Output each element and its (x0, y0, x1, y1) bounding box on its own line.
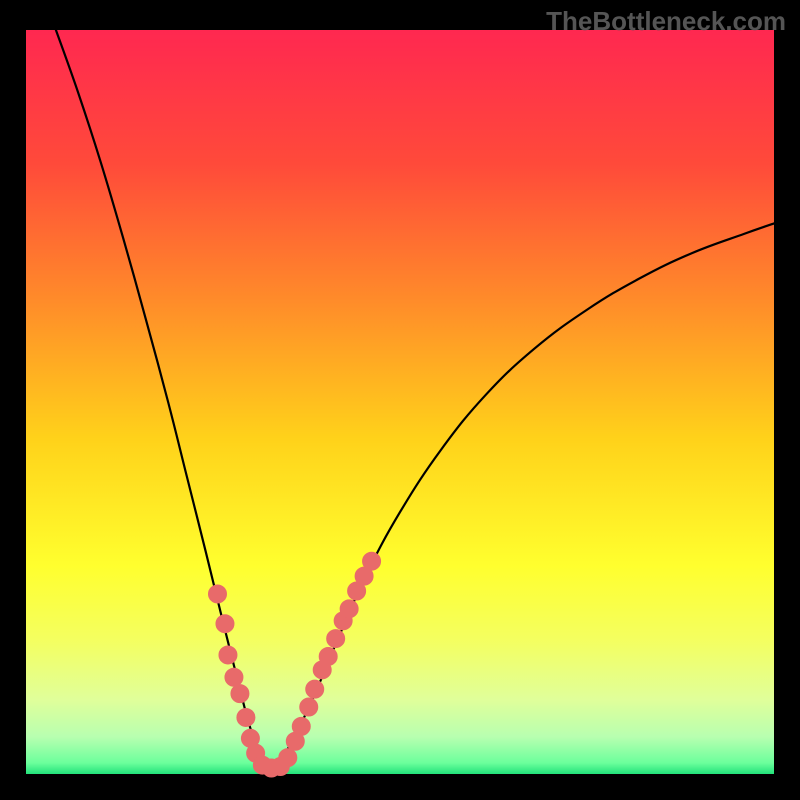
marker-dot (231, 685, 249, 703)
marker-dot (306, 680, 324, 698)
marker-dot (237, 708, 255, 726)
plot-background (26, 30, 774, 774)
marker-dot (300, 698, 318, 716)
marker-dot (219, 646, 237, 664)
marker-dot (279, 749, 297, 767)
chart-stage: TheBottleneck.com (0, 0, 800, 800)
marker-dot (319, 647, 337, 665)
marker-dot (225, 668, 243, 686)
marker-dot (340, 600, 358, 618)
marker-dot (327, 630, 345, 648)
marker-dot (363, 552, 381, 570)
chart-svg (0, 0, 800, 800)
marker-dot (208, 585, 226, 603)
marker-dot (216, 615, 234, 633)
watermark-text: TheBottleneck.com (546, 6, 786, 37)
marker-dot (292, 717, 310, 735)
